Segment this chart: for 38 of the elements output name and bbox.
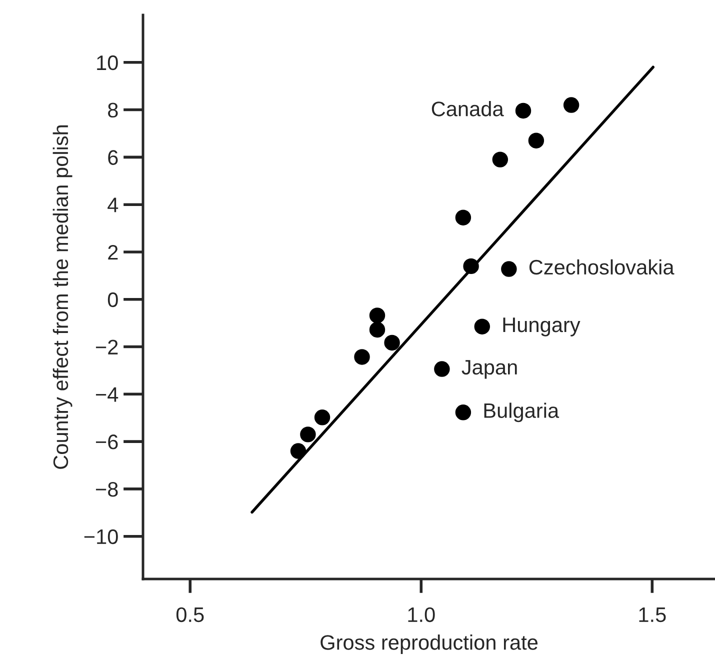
point bbox=[384, 334, 400, 351]
point bbox=[501, 261, 517, 277]
x-tick-label: 1.5 bbox=[639, 608, 666, 622]
annotation: Canada bbox=[432, 101, 504, 116]
point bbox=[528, 132, 544, 148]
y-tick-label: 0 bbox=[108, 292, 118, 308]
y-tick-label: 10 bbox=[97, 55, 118, 70]
point bbox=[455, 210, 472, 226]
y-tick-label: 8 bbox=[108, 102, 118, 118]
y-tick-label: 4 bbox=[108, 198, 118, 212]
x-axis-title: Gross reproduction rate bbox=[320, 634, 538, 654]
y-tick-label: −2 bbox=[96, 340, 118, 354]
point bbox=[434, 361, 450, 377]
point bbox=[463, 258, 479, 274]
y-tick-label: 6 bbox=[108, 150, 118, 165]
point bbox=[515, 102, 532, 119]
annotation: Bulgaria bbox=[484, 402, 560, 422]
point bbox=[492, 152, 508, 168]
y-tick-label: −10 bbox=[84, 529, 118, 544]
point bbox=[300, 426, 316, 442]
point bbox=[369, 308, 386, 324]
annotation: Japan bbox=[462, 360, 517, 379]
point bbox=[474, 318, 490, 334]
y-tick-label: −6 bbox=[96, 434, 118, 450]
point bbox=[563, 97, 580, 113]
point bbox=[314, 410, 330, 426]
annotation: Czechoslovakia bbox=[529, 259, 674, 275]
point bbox=[369, 322, 386, 338]
x-tick-label: 0.5 bbox=[176, 607, 204, 622]
point bbox=[455, 404, 472, 420]
y-axis-title: Country effect from the median polish bbox=[52, 125, 72, 469]
point bbox=[354, 349, 370, 365]
annotation: Hungary bbox=[503, 318, 580, 336]
y-tick-label: −8 bbox=[96, 482, 118, 497]
y-tick-label: −4 bbox=[96, 387, 118, 402]
y-tick-label: 2 bbox=[108, 244, 118, 260]
point bbox=[290, 443, 306, 459]
x-tick-label: 1.0 bbox=[408, 607, 435, 622]
